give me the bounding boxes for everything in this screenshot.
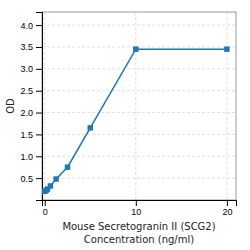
tick-mark [45, 200, 46, 206]
tick-label: 20 [222, 207, 232, 217]
tick-mark [36, 25, 42, 26]
chart: 0 10 20 0.5 1.0 1.5 2.0 2.5 3.0 3.5 4.0 Mouse Secre… [0, 0, 250, 250]
line [45, 49, 227, 191]
tick-mark [36, 113, 42, 114]
grid-line [42, 90, 236, 91]
series [42, 46, 230, 194]
point [224, 46, 229, 51]
tick-label: 0.5 [20, 174, 33, 184]
tick-label: 2.0 [20, 108, 33, 118]
tick-label: 1.5 [20, 130, 33, 140]
grid-line [42, 156, 236, 157]
tick-mark [36, 178, 42, 179]
tick-label: 10 [131, 207, 141, 217]
tick: 3.0 [20, 64, 42, 74]
grid-line [135, 12, 136, 200]
tick-label: 3.0 [20, 64, 33, 74]
grid-line [42, 134, 236, 135]
tick: 2.5 [20, 86, 42, 96]
grid-line [42, 68, 236, 69]
y-axis-title: OD [5, 98, 16, 114]
tick-mark [36, 156, 42, 157]
tick-mark [36, 91, 42, 92]
plot-area: 0 10 20 0.5 1.0 1.5 2.0 2.5 3.0 3.5 4.0 [20, 12, 236, 217]
x-axis-title-line: Mouse Secretogranin II (SCG2) [62, 221, 215, 232]
tick-mark [36, 47, 42, 48]
tick-mark [136, 200, 137, 206]
tick: 1.5 [20, 130, 42, 140]
x-axis-title: Mouse Secretogranin II (SCG2) Concentrati… [62, 221, 215, 245]
y-axis: 0.5 1.0 1.5 2.0 2.5 3.0 3.5 4.0 [20, 13, 42, 201]
y-axis-line [36, 13, 43, 201]
grid-line [42, 46, 236, 47]
tick-label: 4.0 [20, 20, 33, 30]
grid [42, 12, 236, 200]
tick: 10 [131, 200, 141, 217]
grid-line [44, 12, 45, 200]
x-axis: 0 10 20 [43, 200, 237, 217]
tick: 0.5 [20, 174, 42, 184]
tick-mark [36, 134, 42, 135]
point [133, 46, 138, 51]
tick: 0 [43, 200, 48, 217]
tick: 4.0 [20, 20, 42, 30]
point [88, 125, 93, 130]
plot-frame [42, 12, 236, 200]
tick: 2.0 [20, 108, 42, 118]
tick-mark [36, 69, 42, 70]
point [53, 176, 58, 181]
x-axis-title-line: Concentration (ng/ml) [84, 234, 194, 245]
grid-line [42, 112, 236, 113]
point [65, 164, 70, 169]
tick-label: 3.5 [20, 42, 33, 52]
tick-label: 2.5 [20, 86, 33, 96]
tick-mark [227, 200, 228, 206]
grid-line [42, 178, 236, 179]
tick-label: 0 [43, 207, 48, 217]
grid-line [226, 12, 227, 200]
point [48, 183, 53, 188]
tick: 3.5 [20, 42, 42, 52]
tick-label: 1.0 [20, 152, 33, 162]
x-axis-line [43, 201, 237, 207]
tick: 1.0 [20, 152, 42, 162]
tick: 20 [222, 200, 232, 217]
grid-line [42, 25, 236, 26]
